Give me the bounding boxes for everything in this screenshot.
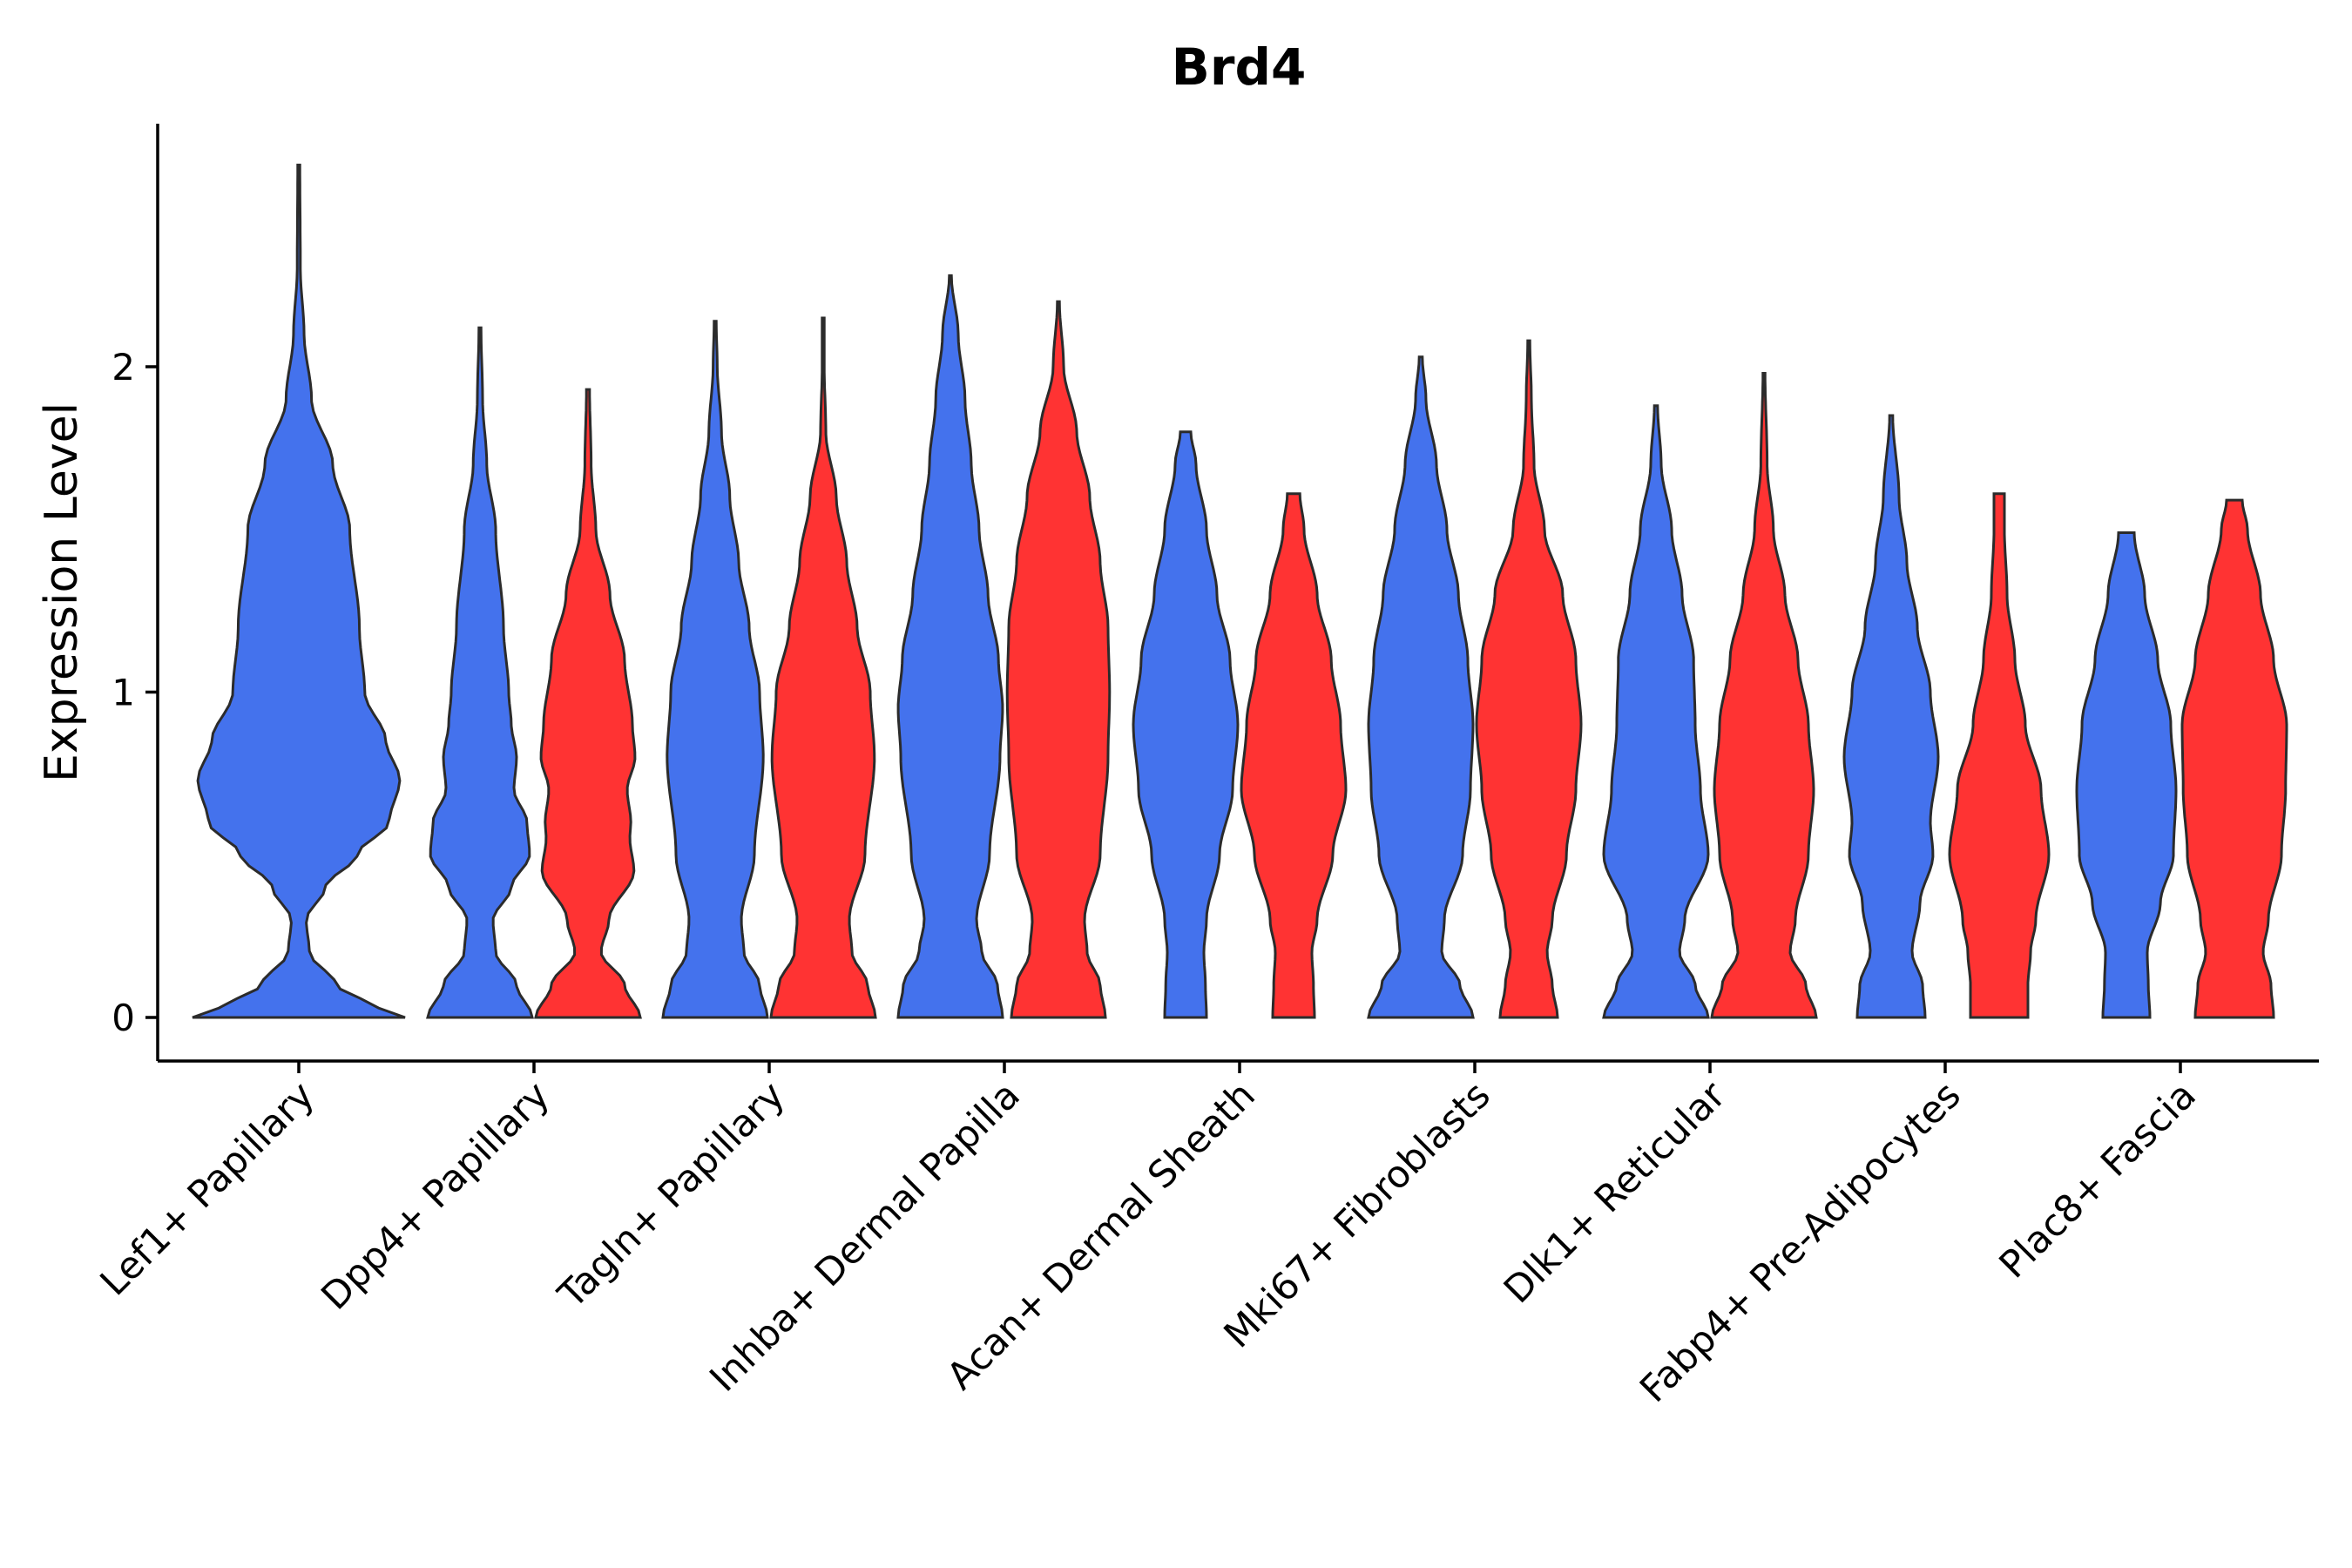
violin-5-group2 — [1240, 492, 1348, 1019]
violin-8-group1 — [1842, 414, 1940, 1019]
chart-title: Brd4 — [1172, 37, 1307, 97]
y-axis-ticks: 0 1 2 — [112, 346, 158, 1039]
violin-9-group2 — [2180, 498, 2288, 1019]
violin-3-group1 — [661, 320, 769, 1019]
y-tick-label: 0 — [112, 997, 135, 1039]
violin-1-group1 — [192, 163, 406, 1019]
violin-7-group1 — [1602, 404, 1710, 1019]
violin-2-group2 — [534, 388, 642, 1019]
y-tick-label: 1 — [112, 672, 135, 714]
violin-6-group1 — [1367, 355, 1475, 1019]
y-tick-label: 2 — [112, 346, 135, 389]
violin-5-group1 — [1132, 430, 1240, 1019]
violin-9-group1 — [2075, 531, 2178, 1019]
violin-layer — [192, 163, 2288, 1019]
y-axis-title: Expression Level — [36, 402, 88, 782]
violin-4-group2 — [1005, 300, 1112, 1019]
violin-2-group1 — [426, 326, 534, 1019]
violin-8-group2 — [1948, 492, 2051, 1019]
violin-6-group2 — [1475, 339, 1583, 1019]
violin-3-group2 — [769, 316, 877, 1019]
violin-4-group1 — [896, 274, 1004, 1019]
violin-7-group2 — [1710, 372, 1818, 1019]
